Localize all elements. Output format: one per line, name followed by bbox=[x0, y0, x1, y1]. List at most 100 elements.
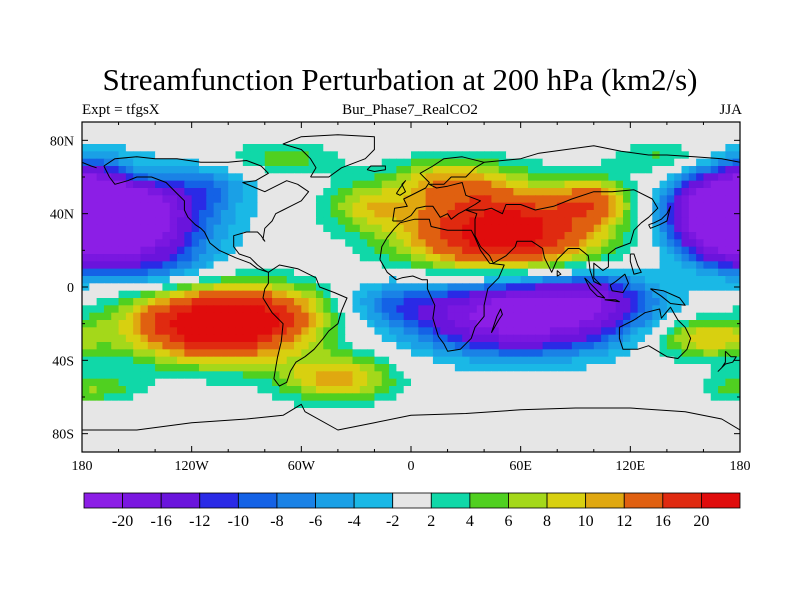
field-cell bbox=[725, 334, 734, 343]
field-cell bbox=[191, 371, 200, 380]
field-cell bbox=[703, 422, 712, 431]
field-cell bbox=[96, 224, 105, 233]
field-cell bbox=[623, 151, 631, 160]
field-cell bbox=[177, 342, 185, 350]
field-cell bbox=[498, 151, 507, 160]
field-cell bbox=[432, 298, 441, 306]
field-cell bbox=[345, 276, 354, 284]
field-cell bbox=[323, 386, 332, 394]
field-cell bbox=[476, 290, 485, 299]
field-cell bbox=[652, 210, 661, 218]
field-cell bbox=[484, 144, 492, 152]
field-cell bbox=[396, 261, 405, 270]
field-cell bbox=[535, 386, 544, 394]
field-cell bbox=[608, 210, 617, 218]
field-cell bbox=[286, 408, 295, 416]
field-cell bbox=[250, 283, 258, 292]
field-cell bbox=[286, 195, 295, 204]
field-cell bbox=[681, 224, 690, 233]
field-cell bbox=[476, 188, 485, 196]
field-cell bbox=[169, 408, 178, 416]
field-cell bbox=[542, 393, 551, 402]
field-cell bbox=[103, 305, 112, 314]
field-cell bbox=[367, 312, 375, 321]
field-cell bbox=[213, 437, 222, 446]
field-cell bbox=[103, 342, 112, 350]
field-cell bbox=[352, 283, 361, 292]
field-cell bbox=[666, 122, 675, 130]
field-cell bbox=[674, 254, 683, 262]
field-cell bbox=[162, 129, 171, 138]
field-cell bbox=[425, 210, 434, 218]
field-cell bbox=[462, 422, 470, 431]
field-cell bbox=[286, 320, 295, 328]
field-cell bbox=[272, 422, 280, 431]
field-cell bbox=[279, 254, 288, 262]
field-cell bbox=[96, 400, 105, 409]
field-cell bbox=[586, 298, 595, 306]
field-cell bbox=[242, 371, 251, 380]
field-cell bbox=[498, 276, 507, 284]
field-cell bbox=[279, 268, 288, 277]
field-cell bbox=[601, 122, 609, 130]
field-cell bbox=[308, 400, 317, 409]
field-cell bbox=[703, 210, 712, 218]
field-cell bbox=[396, 437, 405, 446]
field-cell bbox=[250, 378, 258, 387]
field-cell bbox=[623, 217, 631, 226]
field-cell bbox=[169, 305, 178, 314]
field-cell bbox=[82, 276, 90, 284]
field-cell bbox=[710, 254, 719, 262]
field-cell bbox=[125, 334, 134, 343]
field-cell bbox=[520, 239, 529, 248]
field-cell bbox=[608, 342, 617, 350]
field-cell bbox=[367, 342, 375, 350]
field-cell bbox=[345, 158, 354, 167]
field-cell bbox=[89, 188, 98, 196]
field-cell bbox=[608, 393, 617, 402]
field-cell bbox=[184, 239, 193, 248]
field-cell bbox=[710, 136, 719, 145]
field-cell bbox=[367, 327, 375, 336]
field-cell bbox=[286, 378, 295, 387]
field-cell bbox=[220, 268, 229, 277]
field-cell bbox=[330, 239, 339, 248]
field-cell bbox=[198, 224, 207, 233]
field-cell bbox=[498, 320, 507, 328]
field-cell bbox=[666, 188, 675, 196]
field-cell bbox=[549, 356, 558, 365]
field-cell bbox=[674, 188, 683, 196]
field-cell bbox=[513, 400, 522, 409]
field-cell bbox=[279, 173, 288, 182]
field-cell bbox=[411, 180, 419, 189]
field-cell bbox=[315, 276, 324, 284]
field-cell bbox=[301, 232, 310, 240]
field-cell bbox=[198, 268, 207, 277]
field-cell bbox=[454, 364, 463, 372]
field-cell bbox=[264, 298, 273, 306]
field-cell bbox=[264, 188, 273, 196]
field-cell bbox=[476, 261, 485, 270]
field-cell bbox=[652, 327, 661, 336]
field-cell bbox=[447, 364, 456, 372]
field-cell bbox=[418, 254, 427, 262]
field-cell bbox=[96, 173, 105, 182]
field-cell bbox=[418, 415, 427, 424]
field-cell bbox=[133, 180, 141, 189]
field-cell bbox=[601, 246, 609, 255]
field-cell bbox=[491, 422, 500, 431]
field-cell bbox=[308, 298, 317, 306]
field-cell bbox=[454, 356, 463, 365]
field-cell bbox=[732, 422, 740, 431]
field-cell bbox=[374, 254, 383, 262]
field-cell bbox=[118, 371, 127, 380]
field-cell bbox=[206, 122, 215, 130]
field-cell bbox=[520, 232, 529, 240]
field-cell bbox=[681, 202, 690, 211]
field-cell bbox=[381, 312, 390, 321]
field-cell bbox=[666, 378, 675, 387]
field-cell bbox=[242, 144, 251, 152]
field-cell bbox=[608, 166, 617, 174]
field-cell bbox=[411, 408, 419, 416]
field-cell bbox=[542, 320, 551, 328]
